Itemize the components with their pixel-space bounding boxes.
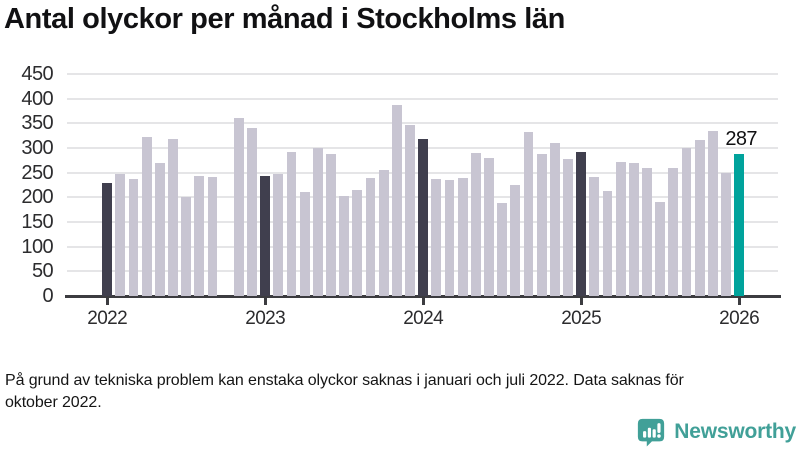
- bar: [378, 170, 389, 296]
- bar: [207, 177, 218, 296]
- gridline: [67, 73, 778, 75]
- bar: [431, 179, 442, 296]
- bar: [260, 175, 271, 296]
- bar: [339, 196, 350, 296]
- bar: [405, 125, 415, 296]
- bar: [681, 148, 692, 296]
- x-tick-label: 2026: [719, 308, 760, 329]
- x-tick-label: 2022: [87, 308, 128, 329]
- y-tick-label: 200: [21, 186, 53, 209]
- y-tick-label: 250: [21, 161, 53, 184]
- bar: [391, 104, 402, 296]
- bar: [141, 137, 152, 296]
- bar: [615, 161, 626, 296]
- bar: [694, 139, 705, 296]
- bar: [102, 182, 113, 296]
- bar: [470, 153, 481, 296]
- bar: [576, 151, 587, 296]
- newsworthy-logo: Newsworthy: [636, 417, 796, 447]
- bar: [668, 168, 679, 296]
- newsworthy-icon: [638, 418, 665, 447]
- bar: [115, 173, 126, 296]
- bar: [642, 168, 652, 296]
- x-tick-mark: [263, 298, 267, 305]
- bar: [457, 177, 468, 296]
- x-tick-label: 2025: [561, 308, 602, 329]
- x-tick-mark: [105, 298, 109, 305]
- bar: [655, 201, 666, 296]
- y-tick-label: 300: [21, 137, 53, 159]
- bar: [299, 192, 310, 296]
- bar: [510, 184, 521, 296]
- bar: [707, 131, 718, 296]
- bar: [233, 117, 244, 296]
- x-tick-mark: [421, 298, 425, 305]
- x-tick-mark: [737, 298, 741, 305]
- bar: [168, 139, 178, 296]
- bar: [563, 159, 573, 296]
- bar: [181, 197, 192, 296]
- bar: [628, 162, 639, 296]
- bar: [194, 176, 205, 296]
- bar: [352, 189, 363, 296]
- bar: [536, 154, 547, 296]
- gridline: [67, 122, 778, 125]
- bar: [286, 152, 297, 296]
- bar: [312, 147, 323, 296]
- x-tick-label: 2023: [245, 308, 286, 329]
- bar: [326, 154, 336, 296]
- y-tick-label: 0: [42, 285, 53, 307]
- bar: [154, 162, 165, 296]
- bar: [444, 180, 455, 296]
- bar: [418, 139, 429, 296]
- y-tick-label: 450: [21, 63, 53, 85]
- footnote: På grund av tekniska problem kan enstaka…: [5, 372, 684, 411]
- y-tick-label: 100: [21, 235, 53, 258]
- bar: [589, 176, 600, 296]
- bar: [497, 203, 508, 296]
- bar: [247, 128, 257, 296]
- x-tick-mark: [579, 298, 583, 305]
- bar: [365, 177, 376, 296]
- page-title: Antal olyckor per månad i Stockholms län: [4, 3, 565, 35]
- gridline: [67, 97, 778, 100]
- x-tick-label: 2024: [403, 308, 444, 329]
- bar: [273, 173, 284, 296]
- bar: [734, 154, 745, 296]
- x-axis-line: [65, 295, 781, 298]
- bar: [602, 191, 613, 296]
- bar: [549, 142, 560, 296]
- bar: [523, 132, 534, 296]
- bar: [484, 158, 494, 296]
- y-tick-label: 150: [21, 211, 53, 233]
- y-tick-label: 50: [31, 260, 54, 283]
- bar: [721, 172, 731, 296]
- newsworthy-wordmark: Newsworthy: [674, 420, 796, 443]
- latest-value-label: 287: [725, 128, 757, 151]
- y-tick-label: 350: [21, 112, 53, 135]
- bar: [128, 179, 139, 296]
- y-tick-label: 400: [21, 87, 53, 110]
